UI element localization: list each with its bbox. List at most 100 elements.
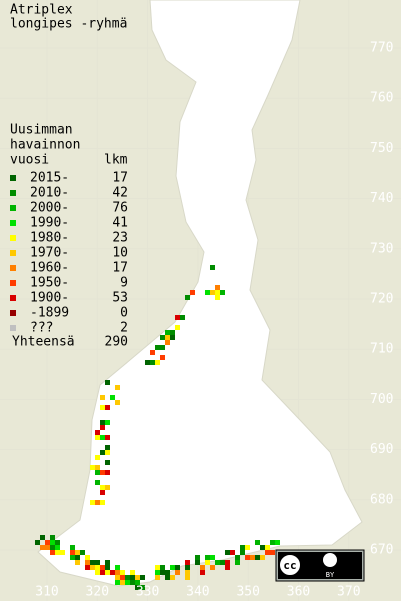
legend-count: 2 (120, 321, 128, 336)
occurrence (130, 575, 135, 580)
occurrence (70, 545, 75, 550)
legend-swatch (10, 190, 16, 196)
occurrence (75, 550, 80, 555)
occurrence (175, 570, 180, 575)
occurrence (105, 570, 110, 575)
legend-swatch (10, 295, 16, 301)
occurrence (175, 315, 180, 320)
occurrence (40, 545, 45, 550)
occurrence (225, 565, 230, 570)
grid-label: 740 (370, 191, 393, 206)
occurrence (155, 345, 160, 350)
grid-label: 690 (370, 442, 393, 457)
grid-label: 760 (370, 91, 393, 106)
by-text: BY (326, 571, 335, 579)
legend-swatch (10, 220, 16, 226)
occurrence (225, 560, 230, 565)
grid-label: 360 (287, 585, 310, 600)
occurrence (260, 545, 265, 550)
occurrence (105, 445, 110, 450)
occurrence (270, 540, 275, 545)
grid-label: 350 (236, 585, 259, 600)
occurrence (70, 550, 75, 555)
occurrence (245, 555, 250, 560)
occurrence (120, 580, 125, 585)
occurrence (80, 550, 85, 555)
occurrence (95, 470, 100, 475)
occurrence (160, 570, 165, 575)
occurrence (215, 285, 220, 290)
legend-period: 2000- (30, 201, 69, 216)
occurrence (175, 565, 180, 570)
grid-label: 720 (370, 292, 393, 307)
legend-swatch (10, 325, 16, 331)
occurrence (200, 570, 205, 575)
occurrence (250, 555, 255, 560)
occurrence (105, 405, 110, 410)
occurrence (95, 455, 100, 460)
grid-label: 680 (370, 492, 393, 507)
occurrence (100, 395, 105, 400)
occurrence (220, 290, 225, 295)
legend-count: 9 (120, 276, 128, 291)
grid-label: 310 (35, 585, 58, 600)
legend-period: 1900- (30, 291, 69, 306)
grid-label: 770 (370, 41, 393, 56)
occurrence (95, 565, 100, 570)
occurrence (100, 565, 105, 570)
occurrence (50, 535, 55, 540)
occurrence (105, 380, 110, 385)
occurrence (85, 560, 90, 565)
occurrence (115, 565, 120, 570)
occurrence (105, 485, 110, 490)
occurrence (115, 580, 120, 585)
total-label: Yhteensä (12, 335, 75, 350)
legend-swatch (10, 235, 16, 241)
occurrence (100, 435, 105, 440)
occurrence (215, 560, 220, 565)
grid-label: 370 (337, 585, 360, 600)
grid-label: 330 (136, 585, 159, 600)
occurrence (50, 550, 55, 555)
occurrence (95, 480, 100, 485)
occurrence (100, 420, 105, 425)
legend-period: ??? (30, 321, 53, 336)
legend-swatch (10, 250, 16, 256)
occurrence (55, 550, 60, 555)
occurrence (95, 430, 100, 435)
legend: 2015- 17 2010- 42 2000- 76 1990- 41 1980- 23 1970-… (10, 171, 128, 336)
occurrence (240, 550, 245, 555)
occurrence (85, 555, 90, 560)
occurrence (125, 580, 130, 585)
title: Atriplex (10, 3, 73, 18)
occurrence (160, 345, 165, 350)
occurrence (165, 330, 170, 335)
grid-label: 710 (370, 342, 393, 357)
occurrence (95, 435, 100, 440)
occurrence (55, 540, 60, 545)
occurrence (40, 535, 45, 540)
legend-period: 2010- (30, 186, 69, 201)
occurrence (130, 580, 135, 585)
occurrence (255, 555, 260, 560)
occurrence (100, 405, 105, 410)
occurrence (100, 425, 105, 430)
occurrence (45, 540, 50, 545)
legend-count: 10 (112, 246, 128, 261)
legend-count: 41 (112, 216, 128, 231)
legend-swatch (10, 175, 16, 181)
occurrences (35, 265, 280, 590)
occurrence (225, 550, 230, 555)
occurrence (90, 565, 95, 570)
occurrence (70, 555, 75, 560)
occurrence (260, 555, 265, 560)
grid-label: 750 (370, 141, 393, 156)
occurrence (185, 575, 190, 580)
occurrence (180, 315, 185, 320)
occurrence (205, 560, 210, 565)
occurrence (170, 330, 175, 335)
legend-header: lkm (104, 153, 128, 168)
occurrence (210, 265, 215, 270)
